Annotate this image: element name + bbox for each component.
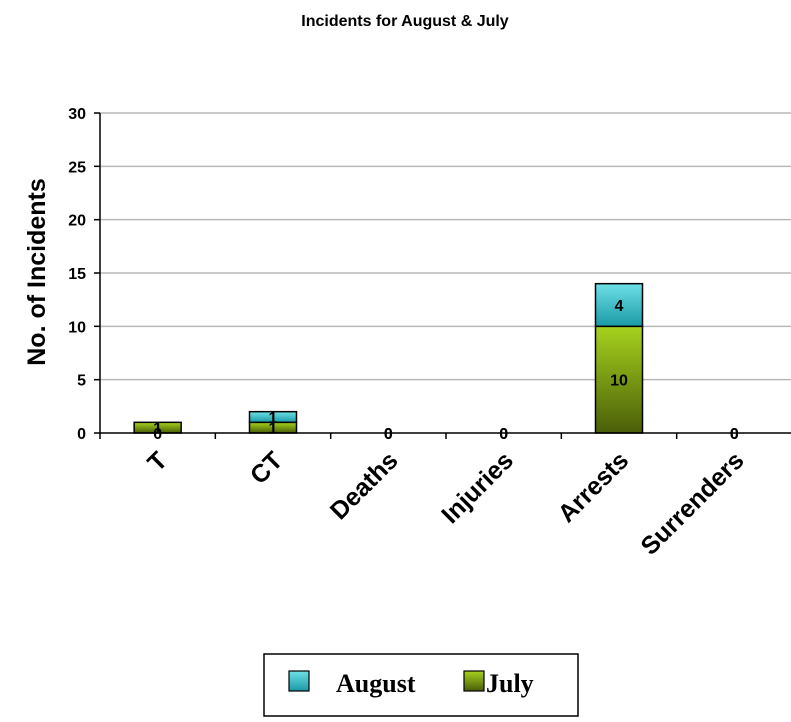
bar-august	[248, 410, 298, 424]
data-label-august: 0	[730, 426, 739, 443]
y-axis-label: No. of Incidents	[23, 178, 51, 366]
bars	[133, 282, 644, 434]
legend: August July	[263, 653, 579, 717]
y-tick-label: 30	[68, 106, 86, 123]
data-label-july: 10	[610, 373, 628, 390]
data-label-july: 1	[269, 421, 278, 438]
gridlines	[100, 112, 791, 381]
data-label-august: 0	[499, 426, 508, 443]
x-tick-label: Deaths	[325, 446, 404, 525]
bar-august	[594, 282, 644, 328]
data-label-july: 0	[499, 426, 508, 443]
data-label-august: 0	[153, 426, 162, 443]
x-tick-label: Arrests	[553, 446, 635, 528]
legend-swatch-august	[288, 670, 310, 692]
y-tick-label: 20	[68, 213, 86, 230]
chart-title: Incidents for August & July	[301, 13, 509, 30]
y-tick-label: 0	[77, 426, 86, 443]
data-label-july: 1	[153, 421, 162, 438]
legend-swatch-july	[463, 670, 485, 692]
legend-label-july: July	[486, 669, 534, 698]
y-tick-label: 5	[77, 373, 86, 390]
x-tick-label: Injuries	[436, 446, 519, 529]
data-label-august: 4	[615, 298, 624, 315]
y-tick-label: 15	[68, 266, 86, 283]
data-label-august: 1	[269, 410, 278, 427]
data-label-july: 0	[384, 426, 393, 443]
x-tick-label: Surrenders	[635, 446, 749, 560]
x-tick-label: T	[142, 446, 173, 477]
data-label-july: 0	[730, 426, 739, 443]
y-tick-label: 10	[68, 319, 86, 336]
y-tick-label: 25	[68, 159, 86, 176]
data-label-august: 0	[384, 426, 393, 443]
x-tick-label: CT	[245, 446, 288, 489]
legend-box	[263, 653, 579, 717]
legend-label-august: August	[336, 669, 416, 698]
